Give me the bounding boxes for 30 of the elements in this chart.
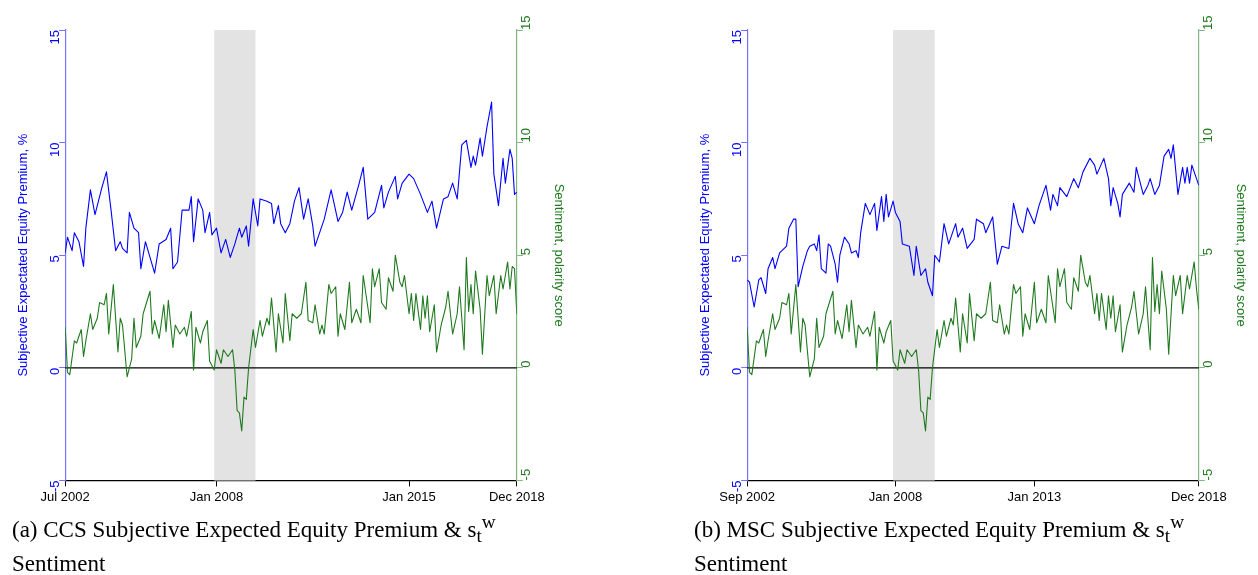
x-tick-label: Jan 2015 <box>382 488 436 504</box>
y2-tick-label: 10 <box>518 128 534 143</box>
y2-tick-label: 0 <box>1200 360 1216 368</box>
y-axis-title: Subjective Expectated Equity Premium, % <box>15 133 31 377</box>
y2-tick-label: 0 <box>518 360 534 368</box>
y2-tick-label: -5 <box>1200 468 1216 481</box>
y-axis-title: Subjective Expectated Equity Premium, % <box>697 133 713 377</box>
y-tick-label: 15 <box>46 30 62 45</box>
y-tick-label: 15 <box>728 30 744 45</box>
y-tick-label: 5 <box>46 255 62 263</box>
y2-axis-title: Sentiment, polarity score <box>551 183 567 327</box>
y-tick-label: 10 <box>46 142 62 158</box>
y-tick-label: 5 <box>728 255 744 263</box>
x-tick-label: Dec 2018 <box>488 488 545 504</box>
y2-tick-label: 5 <box>518 247 534 256</box>
y-tick-label: 10 <box>728 142 744 158</box>
y2-tick-label: 10 <box>1200 128 1216 143</box>
y-tick-label: 0 <box>728 367 744 376</box>
x-tick-label: Dec 2018 <box>1170 488 1227 504</box>
y-tick-label: 0 <box>46 367 62 376</box>
y2-tick-label: 5 <box>1200 247 1216 256</box>
y-tick-label: -5 <box>728 480 744 492</box>
x-tick-label: Jan 2013 <box>1007 488 1062 504</box>
y2-tick-label: -5 <box>518 468 534 481</box>
x-tick-label: Jan 2008 <box>868 488 923 504</box>
y2-tick-label: 15 <box>1200 15 1216 30</box>
y2-axis-title: Sentiment, polarity score <box>1233 183 1249 327</box>
y-tick-label: -5 <box>46 480 62 492</box>
x-tick-label: Jan 2008 <box>189 488 244 504</box>
y2-tick-label: 15 <box>518 15 534 30</box>
